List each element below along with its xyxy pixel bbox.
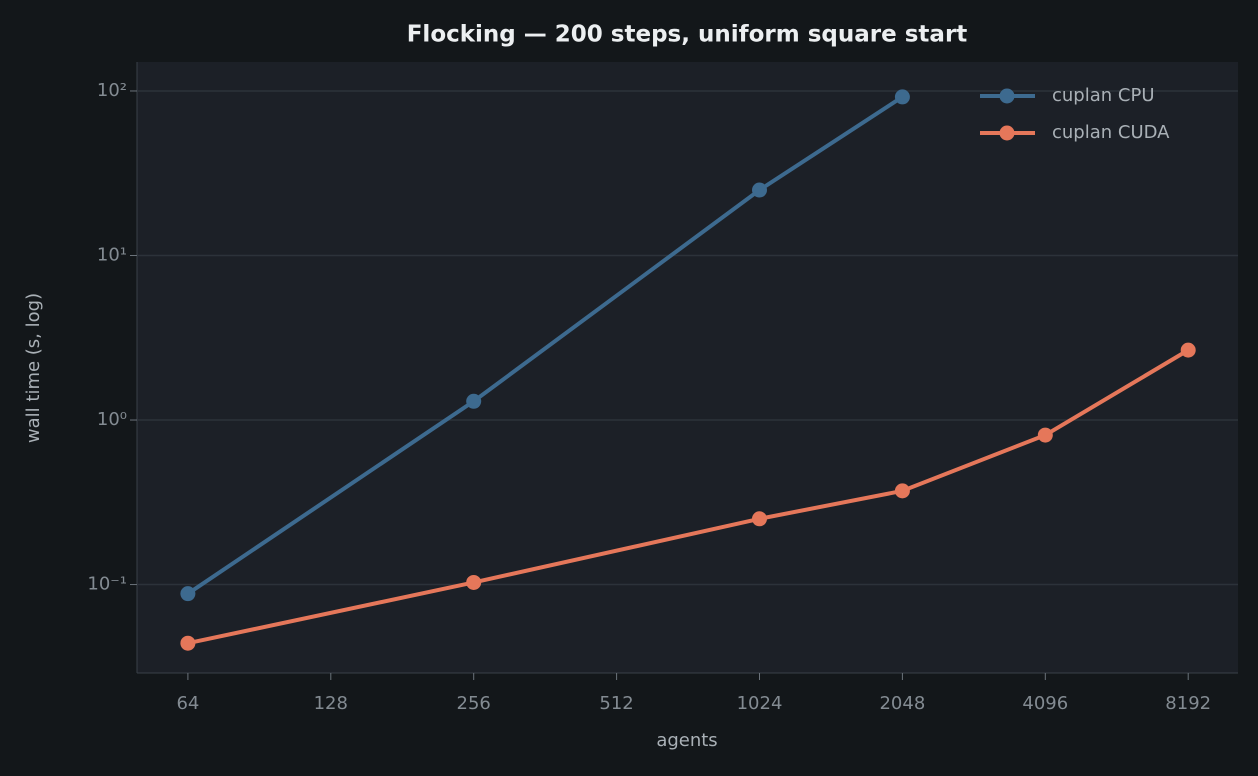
data-point <box>1037 427 1053 443</box>
data-point <box>894 89 910 105</box>
legend-marker <box>999 88 1015 104</box>
x-axis-label: agents <box>656 730 717 751</box>
plot-area <box>137 62 1238 673</box>
data-point <box>752 511 768 527</box>
x-tick-label: 128 <box>314 693 348 714</box>
x-tick-label: 2048 <box>879 693 925 714</box>
y-axis-label: wall time (s, log) <box>23 293 44 443</box>
data-point <box>1180 342 1196 358</box>
x-tick-label: 64 <box>176 693 199 714</box>
y-tick-label: 10² <box>97 80 127 101</box>
legend-label: cuplan CUDA <box>1052 122 1170 143</box>
y-tick-label: 10¹ <box>97 244 127 265</box>
data-point <box>752 182 768 198</box>
series-line <box>187 348 1190 646</box>
y-tick-label: 10⁰ <box>97 409 127 430</box>
data-point <box>180 635 196 651</box>
x-tick-label: 4096 <box>1022 693 1068 714</box>
series-line <box>186 95 904 596</box>
x-tick-label: 8192 <box>1165 693 1211 714</box>
legend-marker <box>999 125 1015 141</box>
x-tick-label: 1024 <box>737 693 783 714</box>
data-point <box>894 483 910 499</box>
y-tick-label: 10⁻¹ <box>87 574 127 595</box>
data-point <box>466 574 482 590</box>
x-tick-label: 512 <box>599 693 633 714</box>
legend-label: cuplan CPU <box>1052 85 1155 106</box>
data-point <box>466 393 482 409</box>
chart-title: Flocking — 200 steps, uniform square sta… <box>407 22 968 48</box>
data-point <box>180 586 196 602</box>
x-tick-label: 256 <box>457 693 491 714</box>
